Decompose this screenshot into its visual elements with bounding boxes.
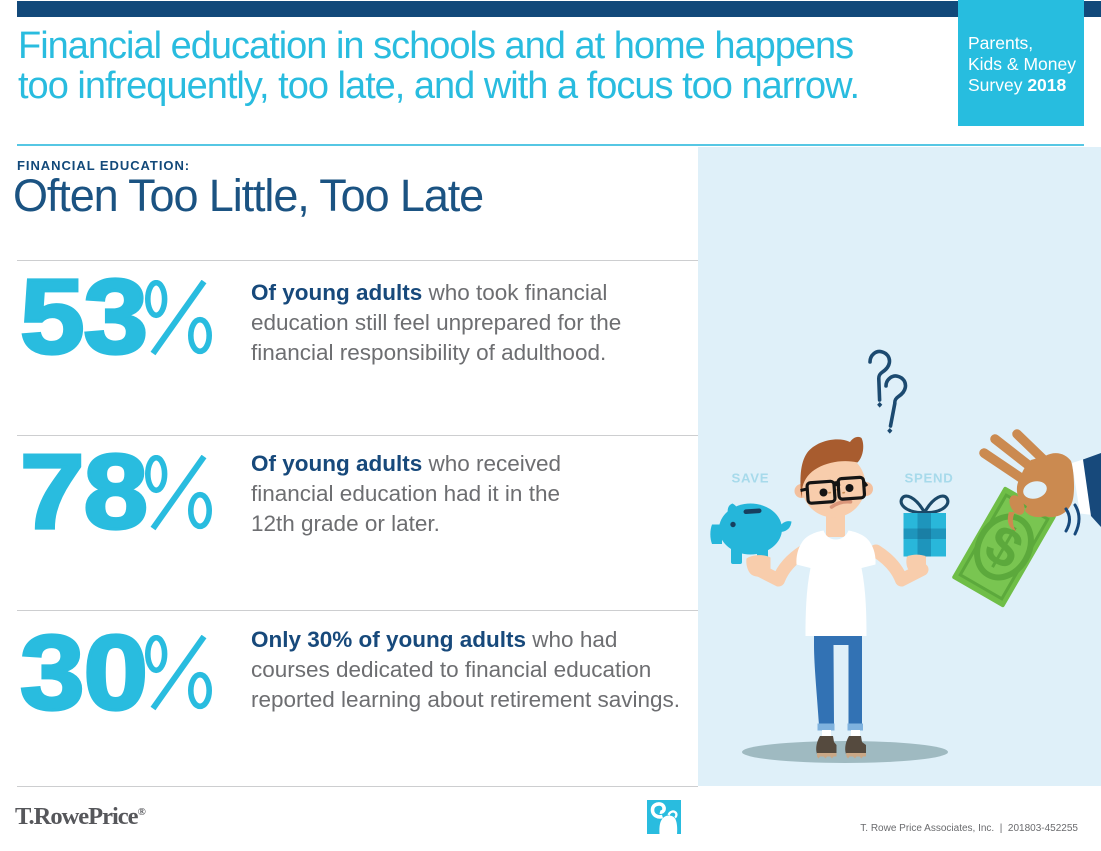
svg-text:SPEND: SPEND xyxy=(905,471,954,486)
svg-text:SAVE: SAVE xyxy=(732,471,770,486)
